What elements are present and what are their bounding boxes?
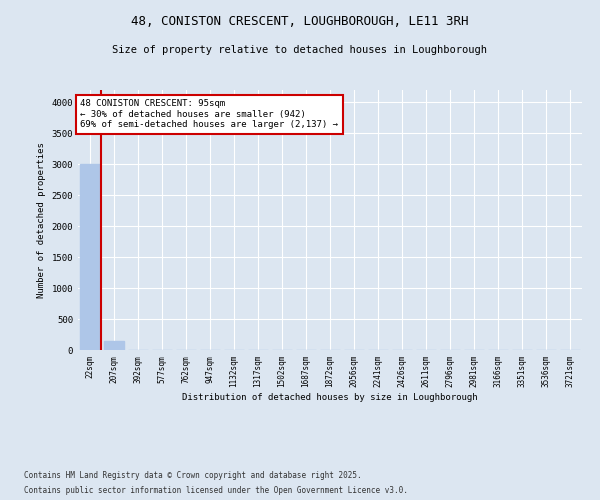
Text: Size of property relative to detached houses in Loughborough: Size of property relative to detached ho… (113, 45, 487, 55)
X-axis label: Distribution of detached houses by size in Loughborough: Distribution of detached houses by size … (182, 393, 478, 402)
Bar (80, 164, 100, 350)
Text: 48 CONISTON CRESCENT: 95sqm
← 30% of detached houses are smaller (942)
69% of se: 48 CONISTON CRESCENT: 95sqm ← 30% of det… (80, 100, 338, 129)
Bar (104, 340, 124, 350)
Text: Contains public sector information licensed under the Open Government Licence v3: Contains public sector information licen… (24, 486, 408, 495)
Text: Contains HM Land Registry data © Crown copyright and database right 2025.: Contains HM Land Registry data © Crown c… (24, 471, 362, 480)
Text: 48, CONISTON CRESCENT, LOUGHBOROUGH, LE11 3RH: 48, CONISTON CRESCENT, LOUGHBOROUGH, LE1… (131, 15, 469, 28)
Y-axis label: Number of detached properties: Number of detached properties (37, 142, 46, 298)
